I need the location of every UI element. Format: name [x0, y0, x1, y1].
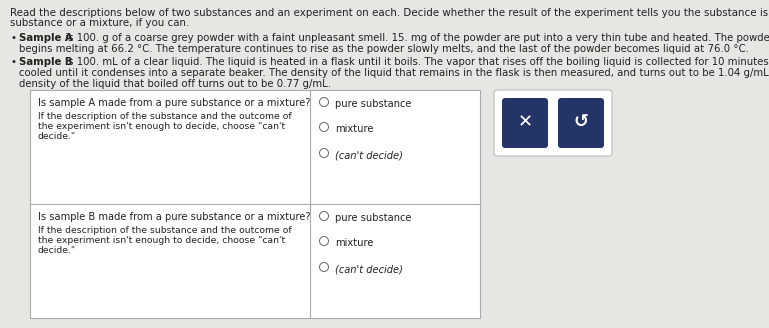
Text: mixture: mixture — [335, 238, 374, 248]
Text: •: • — [10, 57, 16, 67]
Text: (can't decide): (can't decide) — [335, 150, 403, 160]
Text: ↺: ↺ — [574, 113, 588, 131]
Circle shape — [319, 262, 328, 272]
Text: pure substance: pure substance — [335, 99, 411, 109]
Text: begins melting at 66.2 °C. The temperature continues to rise as the powder slowl: begins melting at 66.2 °C. The temperatu… — [19, 44, 749, 54]
FancyBboxPatch shape — [502, 98, 548, 148]
Text: density of the liquid that boiled off turns out to be 0.77 g/mL.: density of the liquid that boiled off tu… — [19, 79, 331, 89]
Text: ✕: ✕ — [518, 113, 533, 131]
Text: substance or a mixture, if you can.: substance or a mixture, if you can. — [10, 18, 189, 28]
Circle shape — [319, 122, 328, 132]
Text: is 100. mL of a clear liquid. The liquid is heated in a flask until it boils. Th: is 100. mL of a clear liquid. The liquid… — [62, 57, 769, 67]
Circle shape — [319, 149, 328, 157]
FancyBboxPatch shape — [494, 90, 612, 156]
Text: If the description of the substance and the outcome of: If the description of the substance and … — [38, 112, 291, 121]
Text: cooled until it condenses into a separate beaker. The density of the liquid that: cooled until it condenses into a separat… — [19, 68, 769, 78]
Text: •: • — [10, 33, 16, 43]
Bar — [30, 90, 480, 318]
Text: is 100. g of a coarse grey powder with a faint unpleasant smell. 15. mg of the p: is 100. g of a coarse grey powder with a… — [62, 33, 769, 43]
Text: decide.": decide." — [38, 246, 76, 255]
Text: Is sample A made from a pure substance or a mixture?: Is sample A made from a pure substance o… — [38, 98, 311, 108]
Text: If the description of the substance and the outcome of: If the description of the substance and … — [38, 226, 291, 235]
Text: pure substance: pure substance — [335, 213, 411, 223]
Text: Sample B: Sample B — [19, 57, 72, 67]
Circle shape — [319, 97, 328, 107]
FancyBboxPatch shape — [558, 98, 604, 148]
Text: (can't decide): (can't decide) — [335, 264, 403, 274]
Text: the experiment isn't enough to decide, choose "can't: the experiment isn't enough to decide, c… — [38, 122, 285, 131]
Text: Read the descriptions below of two substances and an experiment on each. Decide : Read the descriptions below of two subst… — [10, 8, 769, 18]
Text: Sample A: Sample A — [19, 33, 73, 43]
Text: the experiment isn't enough to decide, choose "can't: the experiment isn't enough to decide, c… — [38, 236, 285, 245]
Text: decide.": decide." — [38, 132, 76, 141]
Circle shape — [319, 236, 328, 245]
Text: Is sample B made from a pure substance or a mixture?: Is sample B made from a pure substance o… — [38, 212, 311, 222]
Circle shape — [319, 212, 328, 220]
Text: mixture: mixture — [335, 124, 374, 134]
